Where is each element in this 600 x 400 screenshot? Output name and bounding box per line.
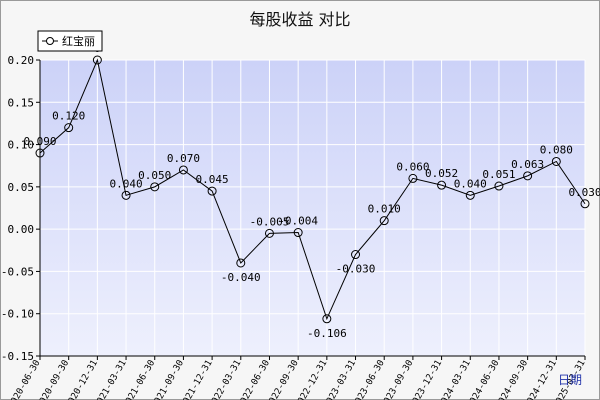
y-tick-label: 0.00: [8, 223, 35, 236]
y-tick-label: 0.20: [8, 54, 35, 67]
data-label: 0.080: [540, 143, 573, 156]
x-axis-label: 日期: [558, 373, 582, 387]
data-point: [264, 228, 274, 238]
data-label: 0.070: [167, 152, 200, 165]
data-label: 0.063: [511, 158, 544, 171]
plot-area: [40, 60, 585, 356]
data-label: 0.120: [52, 110, 85, 123]
x-tick-label: 2020-06-30: [7, 359, 43, 400]
data-point: [207, 186, 217, 196]
y-tick-label: 0.05: [8, 181, 35, 194]
series-points: [35, 55, 590, 324]
legend-marker: [46, 37, 54, 45]
data-point: [351, 250, 361, 260]
data-point: [465, 190, 475, 200]
data-label: 0.030: [568, 186, 600, 199]
data-label: 0.050: [138, 169, 171, 182]
data-point: [494, 181, 504, 191]
data-point: [92, 55, 102, 65]
data-label: -0.106: [307, 327, 347, 340]
data-label: 0.045: [196, 173, 229, 186]
data-label: -0.005: [250, 215, 290, 228]
data-label: 0.060: [396, 160, 429, 173]
data-point: [35, 148, 45, 158]
series-line: [39, 58, 586, 321]
y-tick-label: -0.10: [1, 308, 34, 321]
y-tick-label: -0.15: [1, 350, 34, 363]
data-label: 0.040: [454, 177, 487, 190]
data-label: 0.010: [368, 203, 401, 216]
data-point: [551, 156, 561, 166]
data-point: [322, 314, 332, 324]
data-point: [293, 228, 303, 238]
data-label: 0.090: [23, 135, 56, 148]
data-label: 0.040: [109, 177, 142, 190]
legend-label: 红宝丽: [62, 34, 95, 48]
data-point: [408, 173, 418, 183]
data-label: -0.030: [336, 263, 376, 276]
data-point: [64, 123, 74, 133]
data-point: [178, 165, 188, 175]
y-tick-label: 0.10: [8, 139, 35, 152]
legend: 红宝丽: [37, 30, 103, 52]
data-point: [150, 182, 160, 192]
y-axis: 0.20 0.15 0.10 0.05 0.00 -0.05 -0.10 -0.15: [1, 54, 40, 363]
data-point: [236, 258, 246, 268]
y-tick-label: -0.05: [1, 265, 34, 278]
data-labels: 0.0900.12000.0400.0500.0700.045-0.040-0.…: [23, 42, 600, 340]
data-point: [437, 180, 447, 190]
chart-title: 每股收益 对比: [249, 10, 351, 29]
y-tick-label: 0.15: [8, 96, 35, 109]
data-label: -0.040: [221, 271, 261, 284]
data-point: [523, 171, 533, 181]
data-point: [379, 216, 389, 226]
data-label: 0.052: [425, 167, 458, 180]
data-point: [580, 199, 590, 209]
data-label: 0.051: [482, 168, 515, 181]
data-point: [121, 190, 131, 200]
data-label: -0.004: [278, 215, 318, 228]
